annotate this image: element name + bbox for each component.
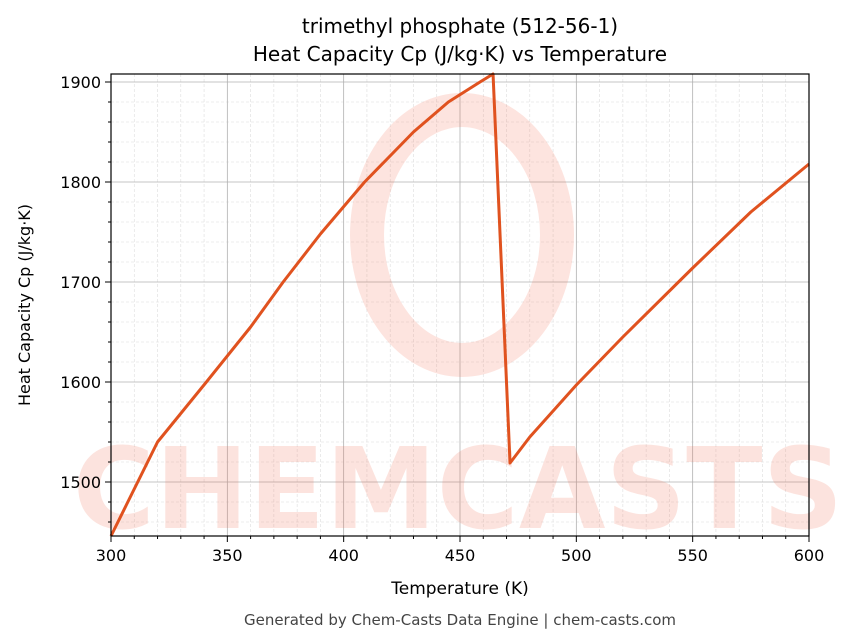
x-tick-label: 300 xyxy=(96,546,127,565)
x-tick-label: 450 xyxy=(445,546,476,565)
series-line-cp xyxy=(109,72,810,537)
y-tick-label: 1900 xyxy=(60,73,101,92)
y-tick-label: 1700 xyxy=(60,273,101,292)
x-tick-label: 600 xyxy=(794,546,825,565)
x-tick-label: 400 xyxy=(328,546,359,565)
axis-ticks: 300 350 400 450 500 550 600 1500 1600 1700 1800 190… xyxy=(60,73,824,565)
y-tick-label: 1800 xyxy=(60,173,101,192)
x-tick-label: 500 xyxy=(561,546,592,565)
x-axis-label: Temperature (K) xyxy=(390,579,529,599)
chart-title: trimethyl phosphate (512-56-1) xyxy=(302,14,618,38)
footer-credit: Generated by Chem-Casts Data Engine | ch… xyxy=(244,611,676,629)
y-tick-label: 1600 xyxy=(60,373,101,392)
grid xyxy=(110,74,810,536)
watermark: CHEMCASTS xyxy=(73,93,843,555)
y-axis-label: Heat Capacity Cp (J/kg·K) xyxy=(15,204,34,406)
chart-subtitle: Heat Capacity Cp (J/kg·K) vs Temperature xyxy=(253,42,667,66)
x-tick-label: 350 xyxy=(212,546,243,565)
watermark-text: CHEMCASTS xyxy=(73,425,843,555)
series-layer xyxy=(109,72,810,537)
y-tick-label: 1500 xyxy=(60,473,101,492)
x-tick-label: 550 xyxy=(677,546,708,565)
